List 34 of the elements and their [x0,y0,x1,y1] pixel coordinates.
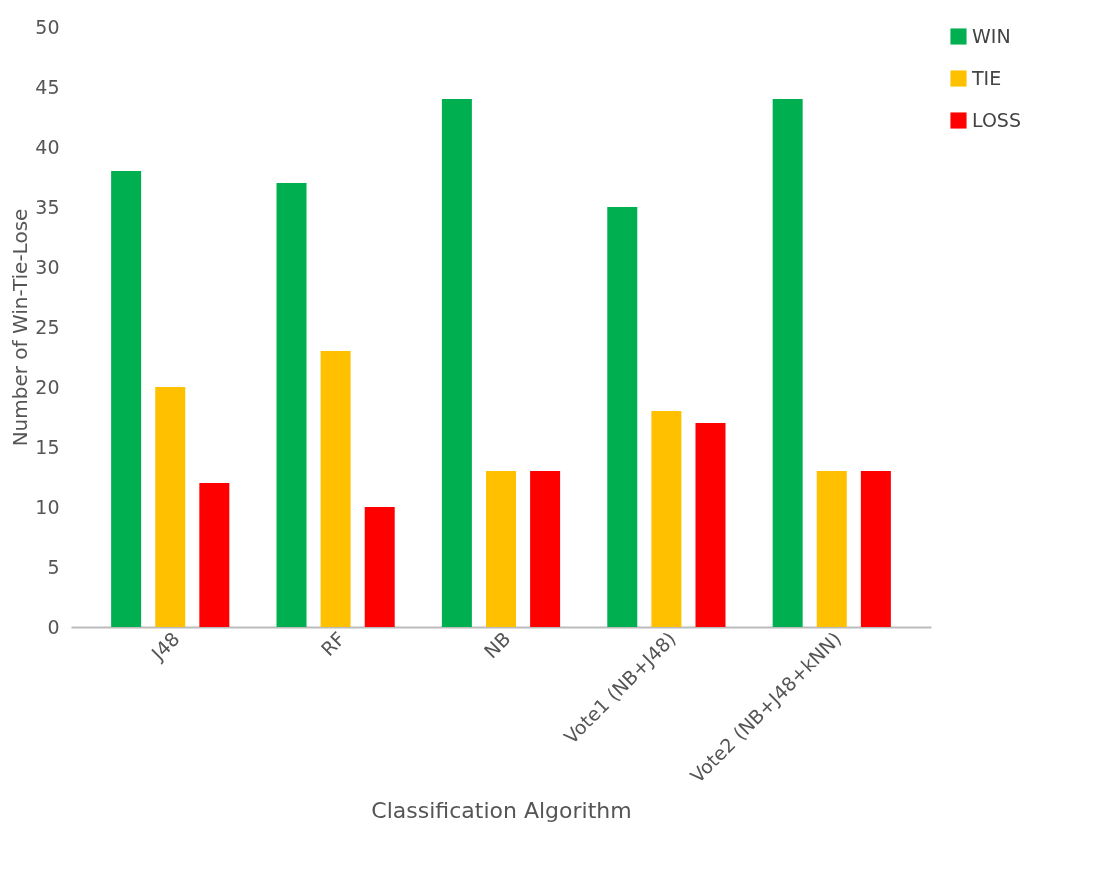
x-axis-title: Classification Algorithm [371,797,632,823]
bar [320,351,351,627]
y-tick-label: 50 [35,15,60,38]
bar [364,507,395,627]
x-tick-label: RF [316,627,350,661]
y-tick-label: 30 [35,255,60,278]
y-tick-label: 0 [47,615,60,638]
bar [651,411,682,627]
bar [441,99,472,627]
bar [816,471,847,627]
y-tick-label: 35 [35,195,60,218]
bar [607,207,638,627]
y-tick-label: 20 [35,375,60,398]
bar [530,471,561,627]
bar [111,171,142,627]
legend-label: TIE [971,66,1002,89]
bar [860,471,891,627]
bar [695,423,726,627]
y-tick-label: 40 [35,135,60,158]
legend-label: WIN [972,24,1011,47]
y-tick-label: 15 [35,435,60,458]
y-tick-label: 10 [35,495,60,518]
x-tick-label: NB [479,627,515,663]
legend-label: LOSS [972,108,1021,131]
y-tick-label: 5 [47,555,60,578]
y-axis-title: Number of Win-Tie-Lose [8,208,33,447]
bar [276,183,307,627]
bar [155,387,186,627]
y-tick-label: 25 [35,315,60,338]
bar [486,471,516,627]
bar [772,99,803,627]
bar [199,483,230,627]
y-tick-label: 45 [35,75,60,98]
x-tick-label: J48 [146,627,184,665]
